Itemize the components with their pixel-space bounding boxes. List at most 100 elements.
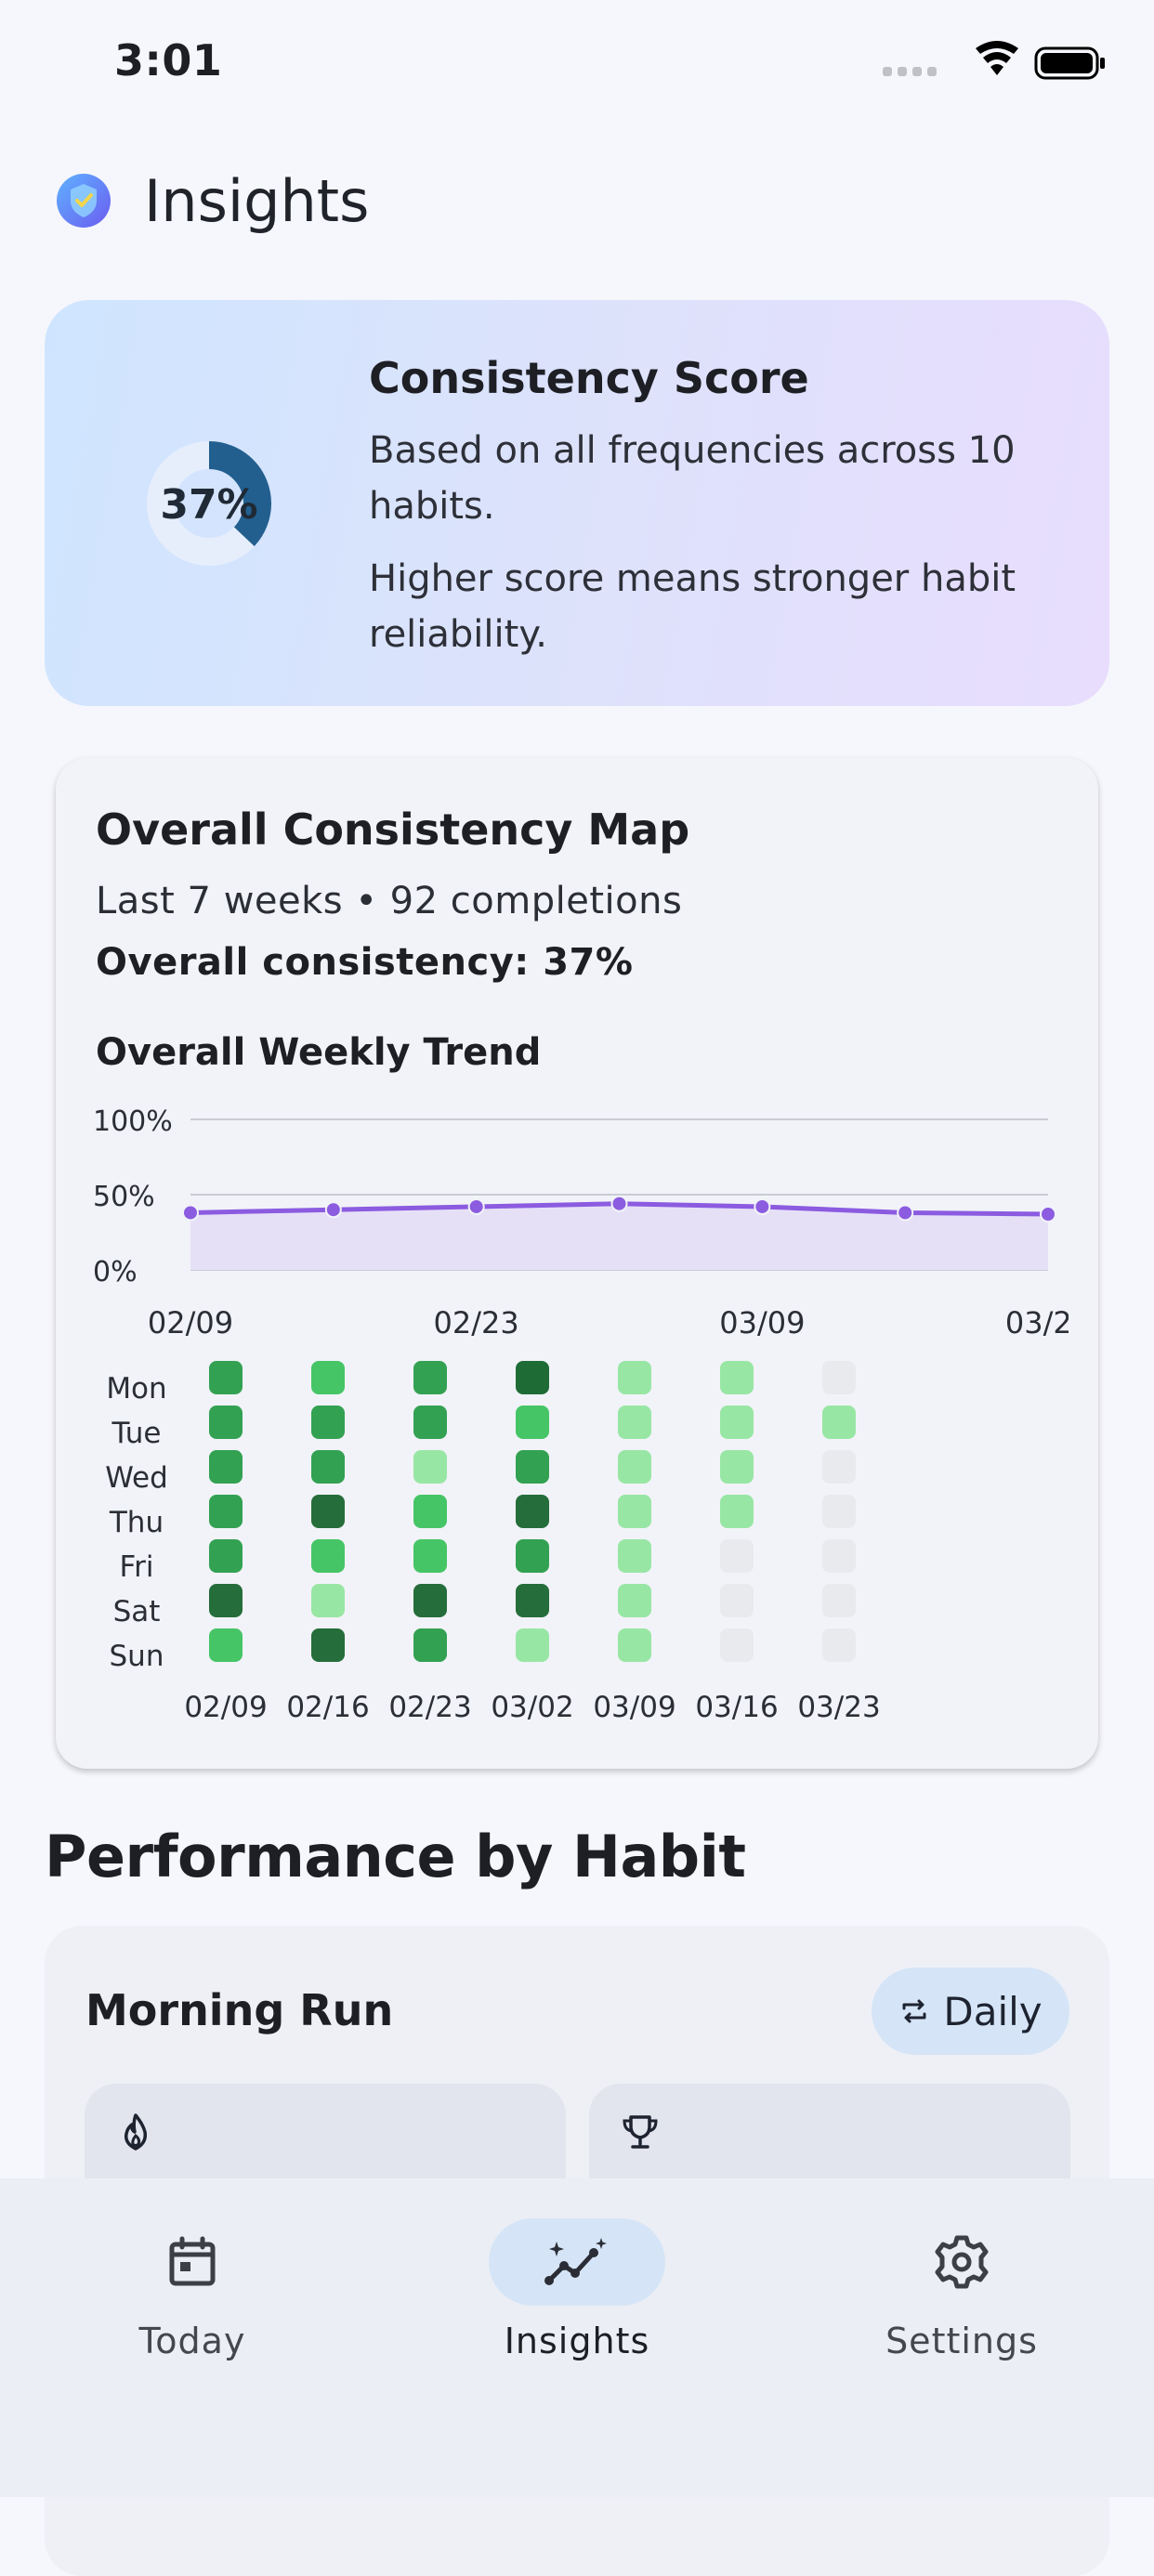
calendar-icon [169,2236,216,2286]
heatmap-cell [311,1361,345,1394]
x-tick-label: 02/23 [434,1305,519,1340]
heatmap-cell [209,1406,243,1439]
heatmap-row-label: Thu [109,1506,164,1539]
nav-insights[interactable]: Insights [438,2209,716,2376]
heatmap-row-label: Wed [105,1461,168,1495]
heatmap-col-label: 02/16 [286,1691,369,1724]
consistency-map-subtitle: Last 7 weeks • 92 completions [96,880,683,922]
frequency-chip-label: Daily [943,1988,1043,2034]
heatmap-cell [413,1361,447,1394]
heatmap-cell [618,1450,651,1484]
weekly-trend-title: Overall Weekly Trend [96,1031,542,1074]
heatmap-cell [516,1450,549,1484]
heatmap-cell [413,1495,447,1528]
heatmap-cell [822,1361,856,1394]
heatmap-cell [618,1628,651,1662]
trend-point [467,1197,485,1215]
heatmap-cell [720,1628,754,1662]
heatmap-cell [311,1495,345,1528]
flame-icon [124,2113,148,2151]
heatmap-cell [618,1539,651,1573]
consistency-heatmap: Mon Tue Wed Thu Fri Sat Sun 02/09 02/16 02/23 03/0… [105,1361,881,1724]
heatmap-cell [209,1628,243,1662]
consistency-score-value: 37% [160,481,258,529]
y-tick-label: 0% [93,1256,138,1288]
heatmap-col-label: 03/02 [491,1691,573,1724]
heatmap-cell [413,1406,447,1439]
status-time: 3:01 [114,35,223,85]
app-logo-icon [57,174,111,228]
heatmap-col-label: 03/09 [593,1691,675,1724]
heatmap-cell [209,1361,243,1394]
y-tick-label: 100% [93,1105,173,1138]
heatmap-cell [720,1539,754,1573]
heatmap-cell [618,1495,651,1528]
consistency-score-title: Consistency Score [369,353,809,403]
consistency-score-ring [147,441,271,566]
battery-icon [1034,46,1105,80]
heatmap-cell [209,1495,243,1528]
trend-point [182,1204,199,1222]
heatmap-col-label: 02/23 [388,1691,471,1724]
heatmap-row-label: Tue [111,1417,162,1450]
heatmap-cell [822,1539,856,1573]
heatmap-cell [209,1584,243,1617]
heatmap-row-label: Sat [113,1595,161,1628]
heatmap-row-label: Mon [106,1372,166,1406]
cellular-signal-icon [883,67,937,76]
heatmap-cell [822,1495,856,1528]
x-tick-label: 03/23 [1005,1305,1069,1340]
habit-name: Morning Run [85,1985,394,2035]
nav-insights-label: Insights [504,2321,650,2361]
heatmap-cell [822,1450,856,1484]
trend-point [324,1201,342,1219]
heatmap-cell [516,1628,549,1662]
wifi-icon [976,41,1018,75]
status-icons [883,41,1105,80]
sparkle-chart-icon [544,2238,607,2285]
heatmap-cell [618,1406,651,1439]
heatmap-col-label: 03/16 [695,1691,778,1724]
y-tick-label: 50% [93,1181,155,1213]
gear-icon [935,2235,989,2289]
heatmap-cell [720,1584,754,1617]
heatmap-cell [516,1539,549,1573]
heatmap-cell [413,1450,447,1484]
heatmap-cell [209,1539,243,1573]
heatmap-cell [720,1361,754,1394]
heatmap-row-label: Sun [110,1640,164,1673]
heatmap-row-label: Fri [120,1550,154,1584]
heatmap-cell [516,1584,549,1617]
heatmap-cell [413,1539,447,1573]
nav-today[interactable]: Today [53,2209,332,2376]
heatmap-cell [311,1406,345,1439]
heatmap-cell [720,1406,754,1439]
trend-point [1040,1206,1056,1223]
consistency-score-note: Higher score means stronger habit reliab… [369,557,1016,656]
consistency-score-card [45,300,1109,706]
x-tick-label: 03/09 [719,1305,805,1340]
heatmap-cell [413,1584,447,1617]
heatmap-cell [516,1361,549,1394]
heatmap-cell [618,1584,651,1617]
weekly-trend-chart: 100% 50% 0% 02/09 02/23 03/09 03/23 [93,1105,1069,1340]
heatmap-cell [720,1495,754,1528]
heatmap-cell [311,1584,345,1617]
consistency-map-title: Overall Consistency Map [96,804,690,855]
heatmap-cell [209,1450,243,1484]
heatmap-cell [311,1539,345,1573]
overall-consistency-label: Overall consistency: 37% [96,941,634,984]
nav-settings[interactable]: Settings [822,2209,1101,2376]
heatmap-cell [516,1495,549,1528]
trophy-icon [623,2115,658,2149]
trend-area [190,1203,1048,1270]
consistency-score-arc [147,441,271,566]
x-tick-label: 02/09 [148,1305,233,1340]
heatmap-cell [311,1628,345,1662]
frequency-chip[interactable]: Daily [872,1968,1069,2055]
trend-point [610,1195,628,1212]
heatmap-cell [720,1450,754,1484]
heatmap-cell [618,1361,651,1394]
heatmap-cell [516,1406,549,1439]
heatmap-col-label: 02/09 [184,1691,267,1724]
